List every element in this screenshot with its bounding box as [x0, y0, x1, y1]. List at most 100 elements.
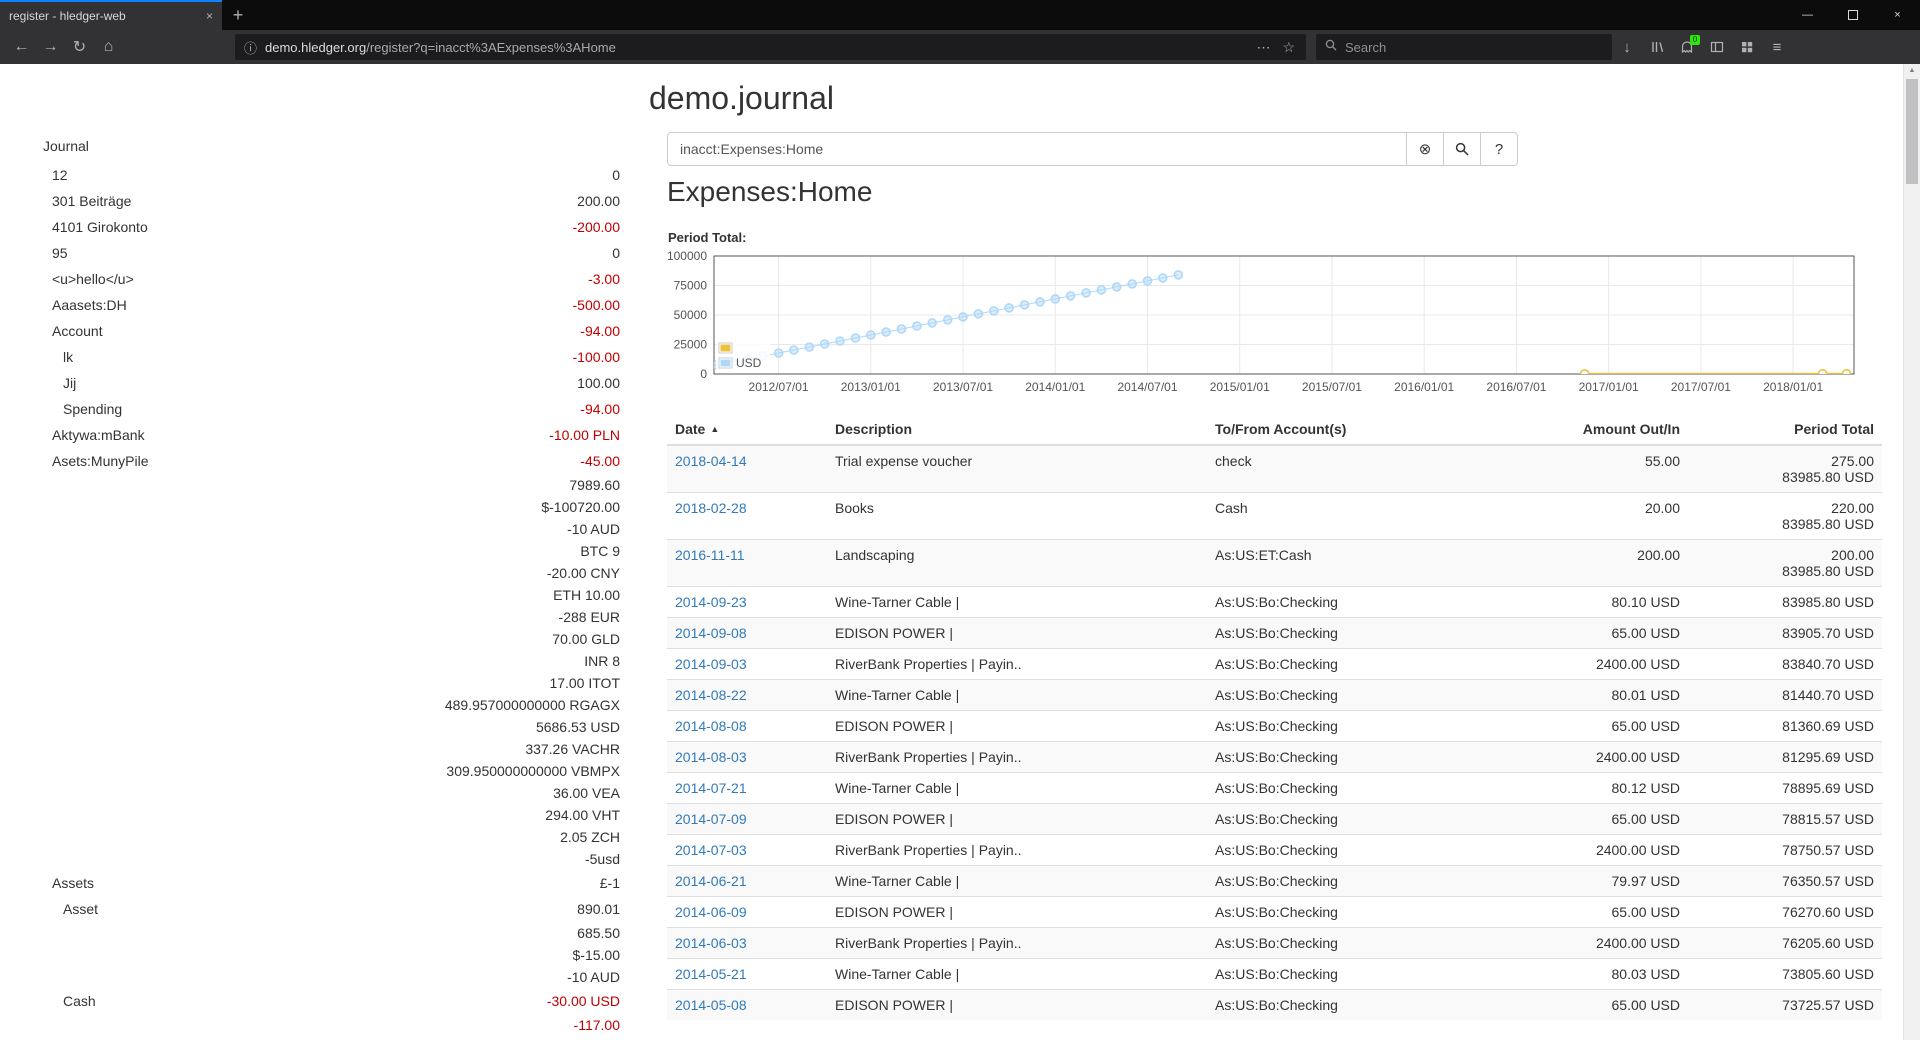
scroll-up-icon[interactable]: ▲ [1908, 67, 1916, 74]
account-link[interactable]: Account [52, 323, 103, 339]
back-button[interactable]: ← [13, 38, 30, 55]
close-button[interactable]: × [1894, 9, 1901, 21]
period-total-line: 73805.60 USD [1782, 966, 1874, 982]
account-balance: -200.00 [572, 219, 620, 235]
maximize-button[interactable] [1830, 0, 1875, 30]
extension-icon[interactable]: 0 [1672, 33, 1702, 61]
tab-close-icon[interactable]: × [205, 9, 213, 23]
transaction-row: 2014-09-08 EDISON POWER | As:US:Bo:Checkin… [667, 617, 1882, 649]
transaction-date-link[interactable]: 2014-09-03 [675, 656, 747, 672]
extension-badge: 0 [1690, 35, 1700, 45]
transaction-row: 2014-08-03 RiverBank Properties | Payin..… [667, 741, 1882, 773]
account-row: 12 0 [25, 162, 620, 188]
svg-text:2013/01/01: 2013/01/01 [841, 380, 901, 394]
forward-button[interactable]: → [42, 38, 59, 55]
transaction-date-link[interactable]: 2016-11-11 [675, 547, 745, 563]
account-link[interactable]: 4101 Girokonto [52, 219, 148, 235]
account-balance: -117.00 [573, 1017, 620, 1033]
help-button[interactable]: ? [1481, 132, 1518, 166]
transaction-date-link[interactable]: 2018-02-28 [675, 500, 747, 516]
account-amount-row: 5686.53 USD [25, 716, 620, 738]
transaction-date-link[interactable]: 2014-06-21 [675, 873, 747, 889]
account-link[interactable]: Asset [63, 901, 99, 917]
column-header-to-from-account-s-[interactable]: To/From Account(s) [1207, 414, 1507, 446]
minimize-button[interactable]: — [1802, 9, 1813, 21]
transaction-date-link[interactable]: 2018-04-14 [675, 453, 747, 469]
query-input[interactable] [667, 132, 1407, 166]
account-amount-row: $-15.00 [25, 944, 620, 966]
transaction-date-link[interactable]: 2014-07-03 [675, 842, 747, 858]
clear-query-button[interactable]: ⊗ [1407, 132, 1444, 166]
account-balance: -5usd [584, 851, 620, 867]
account-link[interactable]: 95 [52, 245, 68, 261]
account-link[interactable]: Asets:MunyPile [52, 453, 149, 469]
period-total-cell: 78895.69 USD [1688, 772, 1882, 804]
sidebar-toggle-icon[interactable] [1702, 33, 1732, 61]
transaction-description: RiverBank Properties | Payin.. [827, 834, 1207, 866]
tab-bar: register - hledger-web × + — × [0, 0, 1920, 30]
navigation-toolbar: ← → ↻ ⌂ ⓘ demo.hledger.org/register?q=in… [0, 30, 1920, 64]
account-row: <u>hello</u> -3.00 [25, 266, 620, 292]
page-actions-icon[interactable]: ⋯ [1256, 38, 1271, 55]
transaction-date-link[interactable]: 2014-08-03 [675, 749, 747, 765]
menu-icon[interactable]: ≡ [1772, 38, 1782, 56]
account-balance: 70.00 GLD [552, 631, 620, 647]
scrollbar-thumb[interactable] [1906, 79, 1918, 184]
account-link[interactable]: Cash [63, 993, 96, 1009]
account-link[interactable]: 12 [52, 167, 68, 183]
transaction-date-link[interactable]: 2014-07-21 [675, 780, 747, 796]
transaction-date-link[interactable]: 2014-09-08 [675, 625, 747, 641]
bookmark-star-icon[interactable]: ☆ [1282, 38, 1295, 55]
account-amount-row: 17.00 ITOT [25, 672, 620, 694]
browser-tab[interactable]: register - hledger-web × [0, 0, 222, 30]
transaction-accounts: As:US:Bo:Checking [1207, 896, 1507, 928]
url-bar[interactable]: ⓘ demo.hledger.org/register?q=inacct%3AE… [235, 34, 1306, 60]
site-info-icon[interactable]: ⓘ [244, 40, 258, 56]
column-header-description[interactable]: Description [827, 414, 1207, 446]
account-link[interactable]: Aaasets:DH [52, 297, 127, 313]
transaction-description: RiverBank Properties | Payin.. [827, 648, 1207, 680]
account-row: 95 0 [25, 240, 620, 266]
period-total-cell: 76205.60 USD [1688, 927, 1882, 959]
browser-search-field[interactable]: Search [1316, 34, 1612, 60]
account-link[interactable]: Jij [63, 375, 77, 391]
transaction-date-link[interactable]: 2014-05-21 [675, 966, 747, 982]
transaction-date-link[interactable]: 2014-08-22 [675, 687, 747, 703]
page-title: demo.journal [649, 80, 834, 116]
new-tab-button[interactable]: + [232, 4, 244, 25]
account-link[interactable]: lk [63, 349, 74, 365]
sidebar-item-journal[interactable]: Journal [43, 138, 89, 154]
transaction-date-link[interactable]: 2014-05-08 [675, 997, 747, 1013]
transaction-description: Wine-Tarner Cable | [827, 772, 1207, 804]
account-row: Aktywa:mBank -10.00 PLN [25, 422, 620, 448]
downloads-button[interactable]: ↓ [1623, 38, 1631, 56]
column-header-period-total[interactable]: Period Total [1688, 414, 1882, 446]
transaction-amount: 20.00 [1507, 492, 1688, 540]
transaction-amount: 79.97 USD [1507, 865, 1688, 897]
reload-button[interactable]: ↻ [72, 39, 87, 56]
search-icon [1325, 38, 1337, 56]
transaction-date-link[interactable]: 2014-06-03 [675, 935, 747, 951]
transaction-date-link[interactable]: 2014-06-09 [675, 904, 747, 920]
svg-text:USD: USD [736, 356, 762, 370]
home-button[interactable]: ⌂ [103, 38, 114, 55]
search-button[interactable] [1444, 132, 1481, 166]
library-button[interactable] [1642, 33, 1672, 61]
transaction-row: 2014-08-08 EDISON POWER | As:US:Bo:Checkin… [667, 710, 1882, 742]
maximize-icon [1847, 10, 1858, 20]
account-link[interactable]: 301 Beiträge [52, 193, 132, 209]
transaction-accounts: Cash [1207, 492, 1507, 540]
transaction-date-link[interactable]: 2014-08-08 [675, 718, 747, 734]
account-link[interactable]: Assets [52, 875, 95, 891]
vertical-scrollbar[interactable]: ▲ [1903, 64, 1920, 1040]
account-link[interactable]: Spending [63, 401, 123, 417]
account-balance: 294.00 VHT [545, 807, 620, 823]
account-link[interactable]: Aktywa:mBank [52, 427, 145, 443]
transaction-date-link[interactable]: 2014-07-09 [675, 811, 747, 827]
column-header-date[interactable]: Date ▲ [667, 414, 827, 446]
account-link[interactable]: <u>hello</u> [52, 271, 134, 287]
period-total-line: 78895.69 USD [1782, 780, 1874, 796]
grid-icon[interactable] [1732, 33, 1762, 61]
column-header-amount-out-in[interactable]: Amount Out/In [1507, 414, 1688, 446]
transaction-date-link[interactable]: 2014-09-23 [675, 594, 747, 610]
